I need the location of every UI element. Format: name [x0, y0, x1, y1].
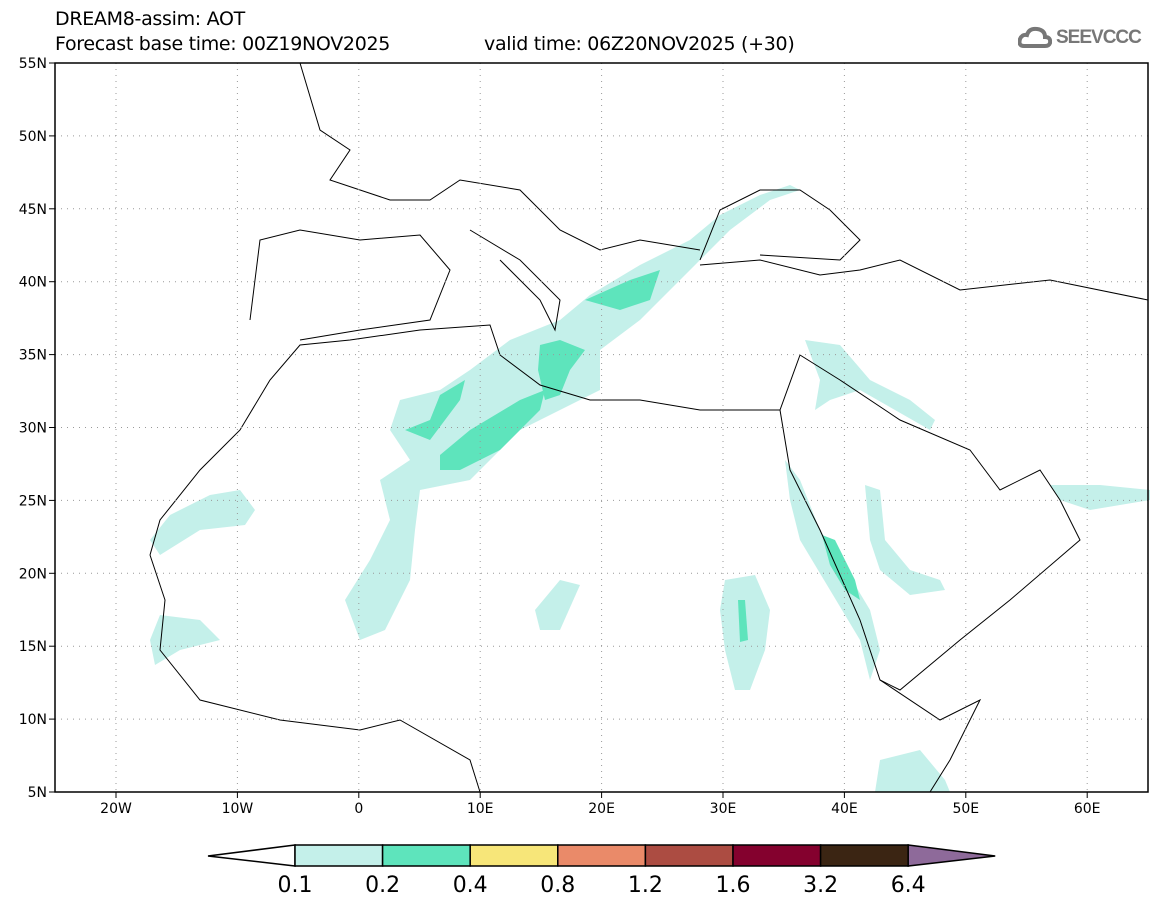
lon-label: 10W: [222, 801, 254, 817]
colorbar-swatch: [732, 844, 822, 867]
lon-label: 40E: [831, 801, 858, 817]
lon-label: 10E: [467, 801, 494, 817]
aot-plume-redsea: [785, 460, 880, 680]
lon-label: 30E: [710, 801, 737, 817]
colorbar-high-arrow: [907, 844, 996, 867]
lat-label: 45N: [19, 202, 47, 218]
axis-ticks: 55N 50N 45N 40N 35N 30N 25N 20N 15N 10N 5N 20W 10W 0 1…: [19, 56, 1101, 817]
colorbar-swatch: [557, 844, 647, 867]
lat-label: 35N: [19, 348, 47, 364]
product-title: DREAM8-assim: AOT: [55, 8, 245, 30]
aot-plume-somalia: [875, 750, 950, 792]
colorbar-label: 1.6: [716, 873, 751, 898]
colorbar-swatch: [381, 844, 471, 867]
logo-text: SEEVCCC: [1056, 27, 1142, 48]
colorbar-label: 3.2: [803, 873, 838, 898]
colorbar-label: 1.2: [628, 873, 663, 898]
aot-plume-arabia: [865, 485, 945, 595]
colorbar-label: 0.8: [540, 873, 575, 898]
aot-plume-iraq: [805, 340, 935, 430]
lon-label: 50E: [952, 801, 979, 817]
lon-label: 20W: [100, 801, 132, 817]
lat-label: 20N: [19, 566, 47, 582]
lat-label: 55N: [19, 56, 47, 72]
lat-label: 40N: [19, 275, 47, 291]
graticule: [55, 63, 1148, 792]
colorbar-label: 0.2: [365, 873, 400, 898]
aot-plume-mauritania: [150, 490, 255, 555]
lon-label: 20E: [588, 801, 615, 817]
colorbar-label: 6.4: [891, 873, 926, 898]
forecast-base-time: Forecast base time: 00Z19NOV2025: [55, 33, 391, 55]
colorbar-label: 0.1: [278, 873, 313, 898]
cloud-icon: [1018, 26, 1052, 48]
aot-plume-gulf: [1050, 485, 1150, 510]
aot-plume-med: [345, 185, 800, 640]
colorbar-swatch: [294, 844, 384, 867]
aot-plume-chad: [535, 580, 580, 630]
coastlines: [149, 62, 1149, 793]
dust-medium: [405, 270, 860, 642]
aot-plume-senegal: [150, 615, 220, 665]
colorbar-swatch: [644, 844, 734, 867]
seevccc-logo: SEEVCCC: [1018, 26, 1142, 50]
colorbar: 0.1 0.2 0.4 0.8 1.2 1.6 3.2 6.4: [207, 844, 996, 898]
colorbar-swatch: [819, 844, 909, 867]
lon-label: 0: [354, 801, 363, 817]
lat-label: 10N: [19, 712, 47, 728]
lat-label: 30N: [19, 421, 47, 437]
lat-label: 50N: [19, 129, 47, 145]
colorbar-swatch: [469, 844, 559, 867]
lon-label: 60E: [1074, 801, 1101, 817]
lat-label: 15N: [19, 639, 47, 655]
colorbar-low-arrow: [207, 844, 296, 867]
colorbar-label: 0.4: [453, 873, 488, 898]
valid-time: valid time: 06Z20NOV2025 (+30): [484, 33, 795, 55]
lat-label: 25N: [19, 493, 47, 509]
lat-label: 5N: [28, 785, 47, 801]
